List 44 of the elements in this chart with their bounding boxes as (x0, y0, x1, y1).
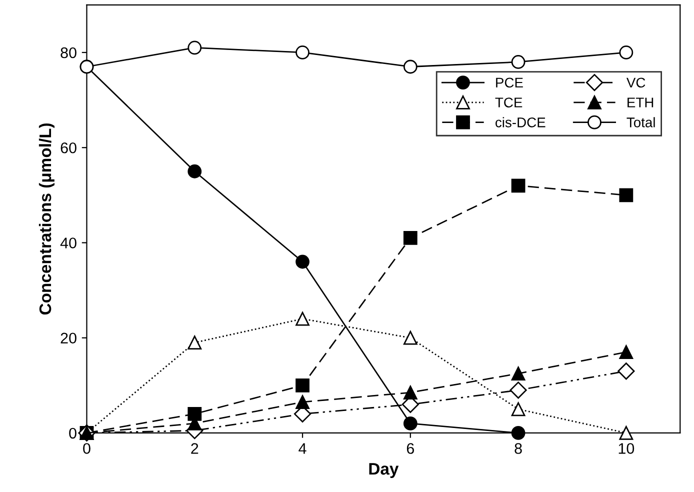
point (188, 406, 202, 421)
y-tick-label: 80 (60, 47, 76, 58)
y-tick-label: 40 (60, 238, 76, 248)
x-tick-label: 4 (298, 443, 306, 454)
point (511, 55, 526, 69)
legend-label: cis-DCE (496, 117, 546, 128)
point (296, 46, 310, 60)
point (511, 366, 526, 380)
y-tick-label: 20 (60, 332, 76, 344)
x-tick-label: 0 (83, 443, 90, 454)
point (511, 178, 526, 193)
point (619, 46, 634, 60)
legend-label: PCE (496, 78, 523, 88)
point (296, 378, 310, 392)
point (619, 426, 634, 440)
point (511, 402, 526, 416)
legend-label: TCE (495, 98, 522, 108)
point (296, 254, 310, 269)
point (619, 188, 634, 202)
point (188, 40, 202, 55)
point (510, 382, 527, 399)
point (403, 60, 418, 74)
y-tick-label: 0 (69, 428, 76, 439)
x-tick-label: 8 (514, 443, 522, 454)
x-axis-title: Day (369, 463, 399, 478)
legend-label: VC (626, 78, 646, 88)
point (188, 164, 202, 178)
point (619, 345, 634, 360)
x-tick-label: 2 (191, 443, 198, 454)
point (618, 362, 635, 380)
point (403, 416, 418, 430)
x-tick-label: 6 (406, 443, 414, 454)
point (188, 336, 202, 350)
point (511, 426, 526, 440)
point (403, 386, 418, 400)
legend-label: ETH (628, 98, 654, 108)
y-tick-label: 60 (60, 142, 76, 154)
point (403, 231, 418, 245)
y-axis-title: Concentrations (μmol/L) (38, 123, 54, 315)
point (296, 395, 310, 409)
x-tick-label: 10 (618, 443, 634, 454)
legend-label: Total (626, 117, 655, 128)
point (403, 330, 418, 345)
point (296, 312, 310, 326)
